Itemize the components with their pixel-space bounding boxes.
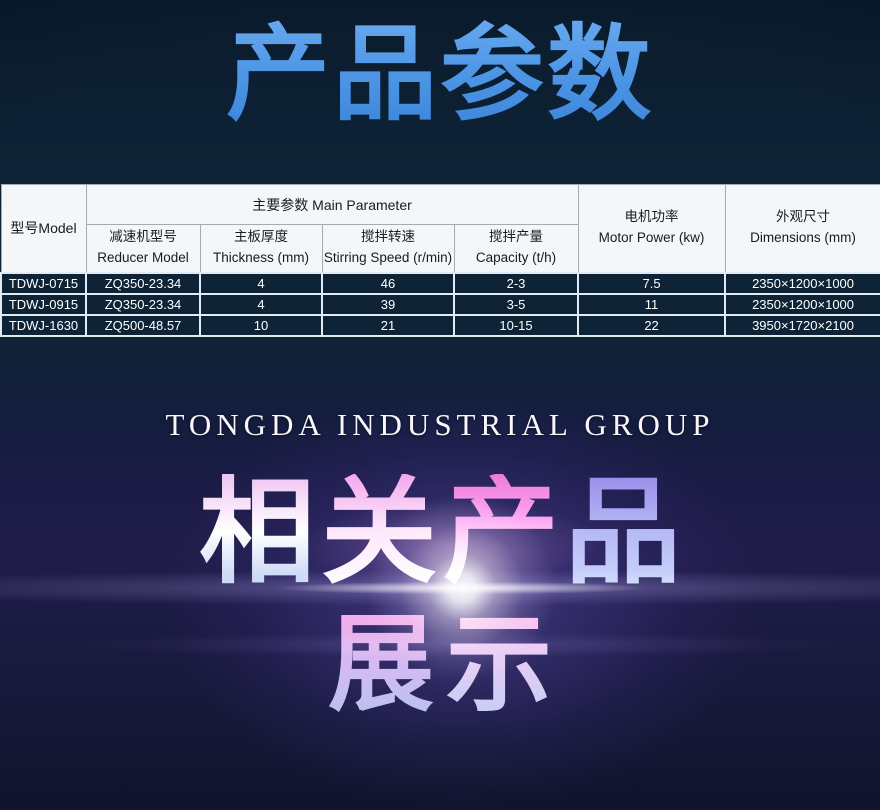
col-header-capacity: 搅拌产量 Capacity (t/h) [453,224,579,273]
page-title: 产品参数 [0,16,880,136]
related-products-title: 相关产品 [0,474,880,590]
spec-table: 型号Model 主要参数 Main Parameter 电机功率 Motor P… [0,184,880,337]
table-row: TDWJ-1630 ZQ500-48.57 10 21 10-15 22 395… [0,313,880,337]
col-header-dimensions: 外观尺寸 Dimensions (mm) [724,184,880,273]
col-header-thickness-en: Thickness (mm) [212,250,309,266]
display-char: 展 [328,606,434,724]
table-cell-model: TDWJ-0915 [0,292,87,316]
table-cell-model: TDWJ-0715 [0,271,87,295]
table-cell-dimensions: 3950×1720×2100 [724,313,880,337]
col-header-capacity-en: Capacity (t/h) [475,250,557,266]
table-row: TDWJ-0915 ZQ350-23.34 4 39 3-5 11 2350×1… [0,292,880,316]
col-header-stirring-speed: 搅拌转速 Stirring Speed (r/min) [321,224,455,273]
col-header-reducer-model: 减速机型号 Reducer Model [85,224,201,273]
related-products-char: 关 [321,467,437,597]
brand-title: TONGDA INDUSTRIAL GROUP [165,407,715,442]
col-header-stirring-speed-cn: 搅拌转速 [361,229,415,245]
table-cell-motor: 22 [577,313,727,337]
table-cell-motor: 11 [577,292,727,316]
related-products-char: 品 [565,467,681,597]
col-header-thickness-cn: 主板厚度 [234,229,288,245]
related-products-char: 产 [443,467,559,597]
col-header-stirring-speed-en: Stirring Speed (r/min) [323,250,453,266]
table-cell-model: TDWJ-1630 [0,313,87,337]
table-cell-thickness: 4 [199,292,323,316]
col-header-motor-power-cn: 电机功率 [624,209,679,225]
table-cell-capacity: 3-5 [452,292,580,316]
col-header-motor-power-en: Motor Power (kw) [598,230,705,246]
table-cell-thickness: 10 [199,313,323,337]
table-cell-motor: 7.5 [577,271,727,295]
col-header-model: 型号Model [0,184,87,273]
table-row: TDWJ-0715 ZQ350-23.34 4 46 2-3 7.5 2350×… [0,271,880,295]
table-cell-dimensions: 2350×1200×1000 [724,271,880,295]
col-header-reducer-model-cn: 减速机型号 [109,229,177,245]
table-cell-reducer: ZQ350-23.34 [85,292,201,316]
table-cell-stirring: 39 [321,292,455,316]
col-header-capacity-cn: 搅拌产量 [489,229,544,245]
table-cell-dimensions: 2350×1200×1000 [724,292,880,316]
col-header-reducer-model-en: Reducer Model [97,250,189,266]
related-products-char: 相 [199,467,315,597]
group-header-main-parameter: 主要参数 Main Parameter [85,184,579,225]
table-cell-reducer: ZQ350-23.34 [85,271,201,295]
col-header-dimensions-en: Dimensions (mm) [750,230,856,246]
display-char: 示 [446,606,552,724]
col-header-motor-power: 电机功率 Motor Power (kw) [577,184,726,273]
col-header-thickness: 主板厚度 Thickness (mm) [199,224,323,273]
table-cell-thickness: 4 [199,271,323,295]
table-cell-stirring: 46 [321,271,455,295]
table-cell-capacity: 10-15 [452,313,580,337]
table-cell-reducer: ZQ500-48.57 [85,313,201,337]
table-cell-stirring: 21 [321,313,455,337]
table-cell-capacity: 2-3 [452,271,580,295]
display-title: 展示 [0,612,880,718]
col-header-dimensions-cn: 外观尺寸 [776,209,831,225]
